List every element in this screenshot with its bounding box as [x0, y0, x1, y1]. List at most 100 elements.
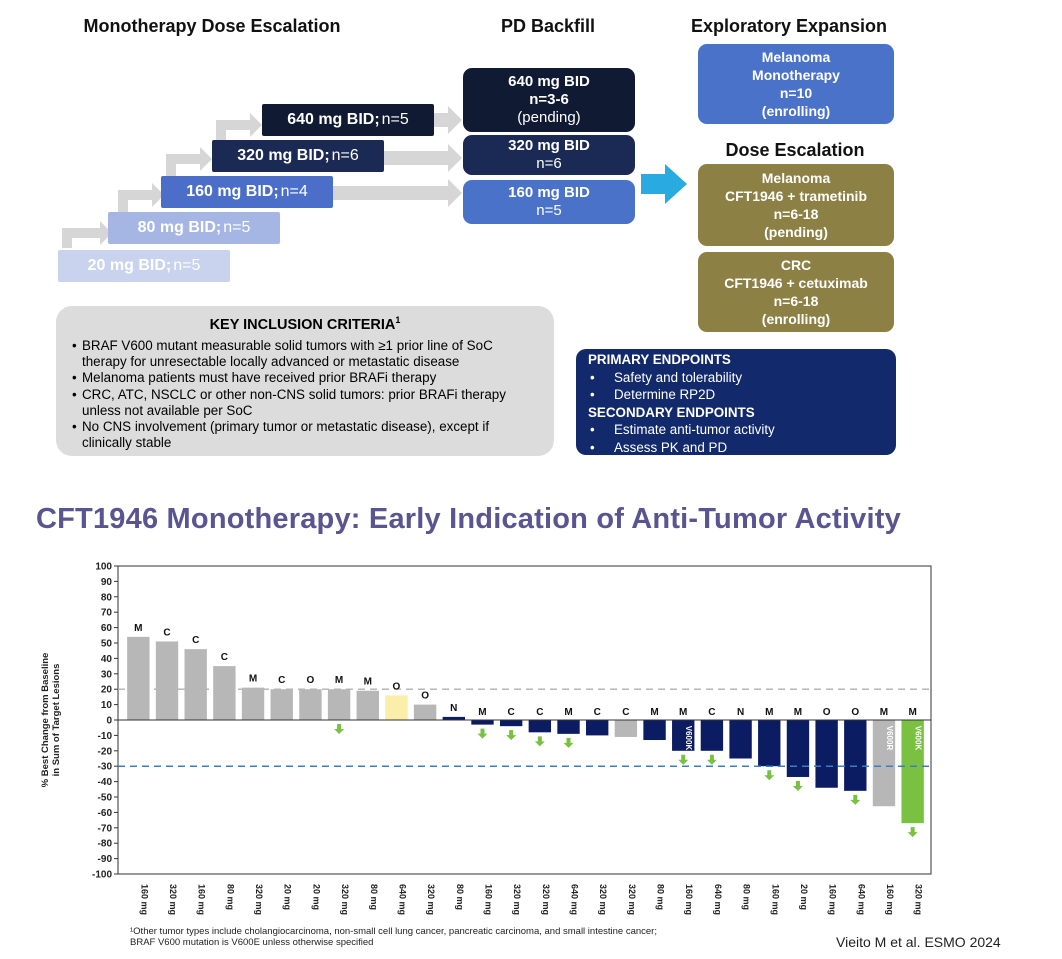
section-title: CFT1946 Monotherapy: Early Indication of…: [36, 503, 901, 535]
footnote: ¹Other tumor types include cholangiocarc…: [130, 926, 657, 948]
backfill-n: n=3-6: [529, 91, 569, 108]
step-dose-label: 320 mg BID;: [237, 147, 330, 164]
x-tick-label: 160 mg: [684, 884, 694, 915]
ongoing-arrow-icon: [907, 827, 918, 838]
y-tick-label: -40: [98, 777, 113, 788]
key-criteria-sup: 1: [395, 315, 401, 325]
bar: [758, 720, 781, 767]
tumor-type-label: O: [393, 681, 401, 692]
tumor-type-label: M: [134, 623, 142, 634]
expansion-melanoma: Melanoma Monotherapy n=10 (enrolling): [698, 44, 894, 124]
expansion-line: Monotherapy: [752, 67, 840, 83]
ongoing-arrow-icon: [706, 754, 717, 765]
bar: [786, 720, 810, 777]
staircase-arrows: [62, 106, 462, 248]
combo-line: CFT1946 + cetuximab: [724, 275, 868, 291]
backfill-dose: 320 mg BID: [508, 137, 590, 154]
bar: [270, 689, 293, 720]
y-tick-label: -30: [98, 762, 113, 773]
combo-line: Melanoma: [761, 170, 831, 186]
x-tick-label: 160 mg: [770, 884, 780, 915]
header-monotherapy: Monotherapy Dose Escalation: [83, 16, 341, 36]
ongoing-arrow-icon: [764, 770, 775, 781]
criteria-item: No CNS involvement (primary tumor or met…: [72, 419, 538, 451]
x-tick-label: 320 mg: [598, 884, 608, 915]
step-dose-label: 80 mg BID;: [137, 219, 222, 236]
expansion-line: Melanoma: [761, 49, 831, 65]
x-tick-label: 640 mg: [713, 884, 723, 915]
x-tick-label: 160 mg: [885, 884, 895, 915]
x-tick-label: 320 mg: [512, 884, 522, 915]
backfill-status: (pending): [517, 109, 581, 126]
criteria-item: CRC, ATC, NSCLC or other non-CNS solid t…: [72, 387, 538, 419]
tumor-type-label: C: [278, 675, 285, 686]
x-tick-label: 80 mg: [369, 884, 379, 910]
x-tick-label: 320 mg: [254, 884, 264, 915]
tumor-type-label: C: [192, 635, 199, 646]
y-tick-label: 10: [101, 700, 113, 711]
tumor-type-label: M: [478, 707, 486, 718]
step-n-label: n=5: [223, 219, 251, 236]
footnote-line: ¹Other tumor types include cholangiocarc…: [130, 926, 657, 937]
bar: [184, 649, 207, 720]
y-tick-label: 40: [101, 654, 113, 665]
ongoing-arrow-icon: [678, 754, 689, 765]
criteria-item: Melanoma patients must have received pri…: [72, 370, 538, 386]
backfill-dose: 640 mg BID: [508, 73, 590, 90]
right-arrow-icon: [641, 164, 687, 204]
step-dose-label: 20 mg BID;: [87, 257, 172, 274]
secondary-endpoint-item: Estimate anti-tumor activity: [588, 421, 884, 439]
step-dose-label: 160 mg BID;: [186, 183, 279, 200]
x-tick-label: 20 mg: [799, 884, 809, 910]
primary-endpoints-title: PRIMARY ENDPOINTS: [588, 352, 731, 367]
ongoing-arrow-icon: [334, 724, 345, 734]
step-dose-label: 640 mg BID;: [287, 111, 380, 128]
endpoint-text: Assess PK and PD: [614, 439, 728, 455]
x-tick-label: 160 mg: [139, 884, 149, 915]
bar: [442, 716, 465, 720]
bar: [901, 720, 924, 824]
y-tick-label: 100: [95, 562, 112, 573]
bar: [155, 641, 179, 720]
tumor-type-label: M: [564, 707, 572, 718]
y-tick-label: 70: [101, 608, 113, 619]
header-exploratory: Exploratory Expansion: [690, 16, 888, 36]
combo-line: n=6-18: [773, 293, 819, 309]
ongoing-arrow-icon: [506, 730, 517, 741]
x-tick-label: 320 mg: [627, 884, 637, 915]
header-dose-escalation: Dose Escalation: [725, 140, 865, 160]
step-320mg: 320 mg BID; n=6: [212, 140, 384, 172]
mutation-label: V600K: [684, 726, 693, 751]
tumor-type-label: M: [880, 707, 888, 718]
tumor-type-label: C: [508, 707, 515, 718]
step-n-label: n=5: [381, 111, 409, 128]
x-tick-label: 320 mg: [541, 884, 551, 915]
bar: [586, 720, 609, 736]
y-tick-label: -100: [92, 870, 112, 881]
x-tick-label: 640 mg: [856, 884, 866, 915]
y-tick-label: -50: [98, 793, 113, 804]
y-tick-label: 20: [101, 685, 113, 696]
x-tick-label: 320 mg: [168, 884, 178, 915]
primary-endpoint-item: Determine RP2D: [588, 386, 884, 404]
step-n-label: n=5: [173, 257, 201, 274]
tumor-type-label: N: [450, 703, 457, 714]
backfill-640: 640 mg BID n=3-6 (pending): [463, 68, 635, 132]
y-tick-label: 90: [101, 577, 113, 588]
ongoing-arrow-icon: [477, 728, 488, 739]
tumor-type-label: M: [908, 707, 916, 718]
combo-crc: CRC CFT1946 + cetuximab n=6-18 (enrollin…: [698, 252, 894, 332]
y-tick-label: -60: [98, 808, 113, 819]
y-tick-label: -70: [98, 823, 113, 834]
expansion-line: n=10: [779, 85, 813, 101]
bar: [127, 636, 150, 720]
step-640mg: 640 mg BID; n=5: [262, 104, 434, 136]
y-tick-label: 60: [101, 623, 113, 634]
x-tick-label: 320 mg: [340, 884, 350, 915]
tumor-type-label: M: [679, 707, 687, 718]
tumor-type-label: M: [765, 707, 773, 718]
bar: [844, 720, 867, 791]
bar: [327, 689, 351, 720]
y-tick-label: 50: [101, 639, 113, 650]
x-tick-label: 20 mg: [283, 884, 293, 910]
